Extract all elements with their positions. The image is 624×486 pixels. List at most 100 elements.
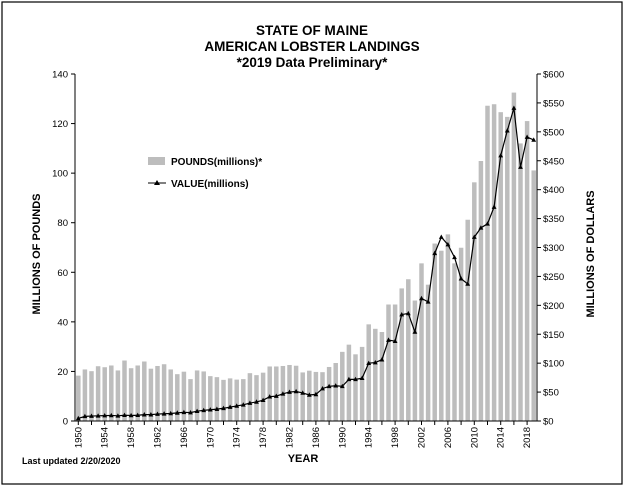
bar-pounds-2018 [524,121,530,421]
bar-pounds-1986 [313,371,319,421]
bar-pounds-1979 [267,366,272,421]
bar-pounds-1969 [201,371,206,421]
value-point-1954 [102,413,108,418]
value-point-1962 [155,411,160,416]
x-tick-label: 2018 [522,427,533,448]
value-point-1965 [174,410,180,415]
bar-pounds-2015 [505,116,510,421]
value-point-1963 [161,411,167,416]
value-point-1961 [148,412,154,417]
bar-pounds-1973 [227,378,233,421]
bar-pounds-2017 [518,143,523,421]
value-point-1984 [300,390,306,395]
bar-pounds-2007 [452,263,457,421]
value-point-2011 [478,225,484,230]
bar-pounds-1967 [188,379,193,421]
bar-pounds-1993 [359,346,365,421]
y-tick-label-right: $150 [543,330,564,341]
value-point-1996 [379,357,385,362]
bar-pounds-1966 [181,371,187,421]
value-line-path [78,107,534,419]
value-point-1998 [392,338,398,343]
x-tick-label: 1990 [337,427,348,448]
bar-pounds-1972 [221,379,226,421]
value-point-1972 [221,405,226,411]
bar-pounds-1974 [234,379,239,421]
bar-pounds-1988 [326,366,332,421]
bar-pounds-2011 [478,161,484,421]
value-point-1997 [386,337,391,342]
value-point-2006 [445,242,451,247]
bar-pounds-1965 [175,374,180,421]
legend: POUNDS(millions)* VALUE(millions) [148,157,262,190]
value-point-2004 [432,250,438,256]
y-tick-label-right: $250 [543,272,564,283]
value-point-1955 [108,412,114,418]
value-point-1957 [122,412,127,418]
y-tick-label-left: 60 [57,268,68,279]
value-point-1992 [353,376,358,382]
bar-pounds-1964 [168,369,173,421]
y-axis-title-left: MILLIONS OF POUNDS [31,194,43,315]
value-point-1966 [181,409,187,415]
value-point-2015 [504,128,510,133]
value-point-1976 [247,400,253,405]
y-tick-label-left: 40 [57,317,68,328]
bar-pounds-1987 [320,372,325,421]
bar-pounds-2013 [491,104,497,422]
value-point-1986 [313,391,319,397]
bar-pounds-1950 [76,375,81,421]
bar-pounds-1999 [399,288,404,421]
bar-pounds-1977 [254,375,259,421]
y-tick-label-right: $300 [543,243,564,254]
bar-pounds-2006 [445,234,451,421]
x-tick-label: 2014 [496,427,507,448]
bar-pounds-1978 [260,372,266,421]
bar-pounds-1998 [392,304,398,421]
x-tick-label: 1962 [153,427,164,448]
bar-pounds-2001 [412,300,418,421]
bar-pounds-1970 [208,376,213,421]
value-point-1968 [194,408,200,413]
value-point-1979 [267,394,273,399]
value-point-2008 [458,276,464,281]
x-tick-label: 2002 [417,427,428,448]
value-line-layer [75,105,537,421]
x-tick-label: 1954 [100,427,111,448]
value-point-1959 [135,412,141,418]
bar-pounds-1989 [333,363,338,421]
y-tick-label-right: $50 [543,388,559,399]
bar-pounds-1991 [346,344,352,421]
value-point-2001 [412,329,418,334]
bar-pounds-1968 [194,370,200,421]
bar-pounds-2016 [511,92,517,421]
bar-pounds-1954 [102,367,107,421]
bar-pounds-1959 [135,365,140,421]
value-point-1950 [75,415,81,421]
bar-pounds-1952 [89,371,94,421]
bar-pounds-2000 [406,279,411,421]
value-point-1960 [141,412,147,417]
y-tick-label-left: 20 [57,367,68,378]
x-tick-label: 1986 [311,427,322,448]
last-updated-footnote: Last updated 2/20/2020 [22,456,121,466]
bars-layer [76,92,536,422]
bar-pounds-2005 [439,250,444,421]
value-point-1967 [188,410,193,415]
bar-pounds-1960 [142,361,147,421]
y-tick-label-right: $350 [543,214,564,225]
bar-pounds-1997 [386,304,391,421]
value-point-1999 [399,311,405,317]
bar-pounds-1975 [241,379,246,421]
bar-pounds-1984 [300,372,305,421]
y-tick-label-right: $0 [543,417,554,428]
axes-layer [71,73,541,425]
y-tick-label-right: $600 [543,70,564,81]
tick-labels-layer: 0 20 40 60 80 100 120 140 $0 $50 $100 $150 $200 $250 $… [52,70,564,449]
bar-pounds-2012 [485,105,490,421]
value-point-1978 [260,397,266,402]
value-point-1987 [320,386,325,391]
value-point-1973 [227,404,233,409]
